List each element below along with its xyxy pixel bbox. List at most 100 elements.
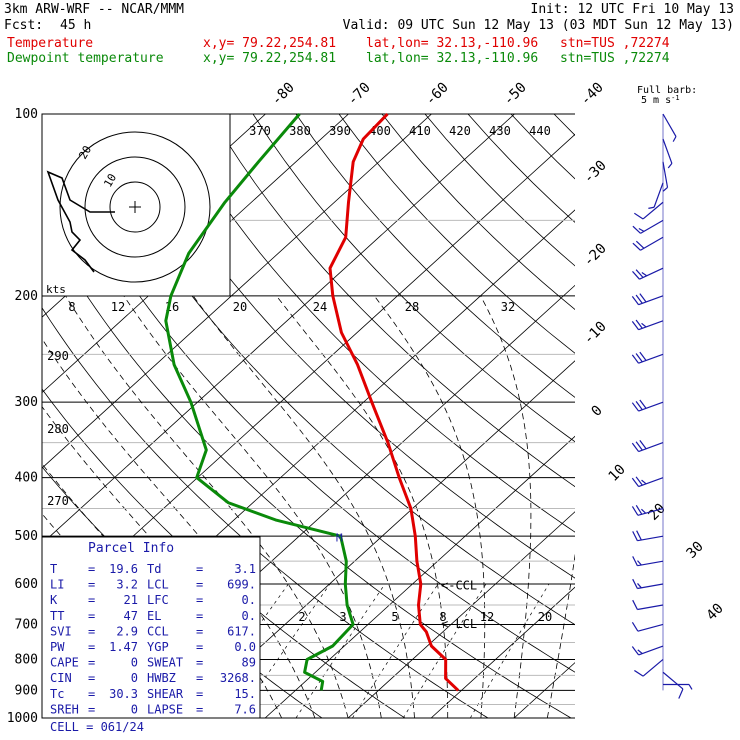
parcel-eq: = [88,656,95,670]
parcel-key: Td [147,562,161,576]
markers: <-CCL <-LCL M [336,531,477,631]
temperature-trace [328,112,460,692]
dry-adiabat-line [467,114,575,223]
parcel-key: SHEAR [147,687,184,701]
wind-barb-shaft [638,645,664,656]
theta-label: 430 [489,124,511,138]
parcel-eq: = [88,687,95,701]
pressure-label-200: 200 [15,289,38,304]
isotherm-label: -30 [581,158,610,187]
parcel-key: SWEAT [147,656,183,670]
parcel-value: 0. [242,609,256,623]
parcel-value: 89 [242,656,256,670]
mixing-ratio-line [295,583,386,718]
wind-barb-shaft [638,353,664,364]
parcel-key: CIN [50,671,72,685]
parcel-key: YGP [147,640,169,654]
parcel-value: 0 [131,671,138,685]
parcel-key: HWBZ [147,671,176,685]
wind-barb-flag [632,578,638,589]
isotherm-label: 40 [704,601,727,624]
parcel-key: LFC [147,593,169,607]
isotherm-label: 10 [606,462,629,485]
isotherm-line [181,360,575,718]
temperature-xy: x,y= 79.22,254.81 [203,36,337,51]
wind-barb-flag [631,354,640,364]
dewpoint-station: stn=TUS ,72274 [560,51,670,66]
wind-barb-flag [639,399,647,409]
theta-label: 420 [449,124,471,138]
isotherm-line [347,511,575,718]
temperature-legend: Temperature [7,36,94,51]
wind-barb-flag [635,353,643,363]
wind-barb-flag [637,583,642,589]
theta-label: 380 [289,124,311,138]
wind-barb-shaft [638,442,664,453]
pressure-label-1000: 1000 [7,711,38,726]
isotherm-line [430,586,575,718]
parcel-key: SREH [50,702,79,716]
parcel-value: 47 [124,609,138,623]
wind-barb-shaft [653,182,664,208]
wind-barb-flag [635,400,643,411]
dewpoint-latlon: lat,lon= 32.13,-110.96 [366,51,539,66]
parcel-eq: = [196,593,203,607]
theta-label: 370 [249,124,271,138]
mixing-ratio-label: 24 [313,300,327,314]
hodograph-inset [41,113,231,297]
wind-barb-flag [631,621,639,632]
dry-adiabat-line [597,114,740,718]
wind-barb-shaft [637,583,664,590]
theta-side-label: 280 [47,422,69,436]
parcel-key: CCL [147,624,169,638]
wind-barb-flag [631,646,640,656]
parcel-key: LI [50,578,64,592]
hodograph-ring [59,131,211,283]
dewpoint-xy: x,y= 79.22,254.81 [203,51,337,66]
wind-barb-flag [635,476,643,486]
wind-barb-flag [635,505,643,515]
parcel-eq: = [88,624,95,638]
wind-barb-shaft [642,201,664,220]
wind-barb-flag [672,136,677,142]
mixing-ratio-label: 12 [480,610,494,624]
wind-barb-shaft [637,535,664,542]
wind-barb-flag [632,242,641,251]
parcel-eq: = [196,624,203,638]
wind-barb-flag [635,441,643,451]
hodograph-ring [109,181,161,233]
dry-adiabat-line [295,114,575,398]
moist-adiabat-line [192,295,415,718]
parcel-eq: = [196,562,203,576]
parcel-eq: = [88,562,95,576]
parcel-key: LCL [147,578,169,592]
temperature-station: stn=TUS ,72274 [560,36,670,51]
dry-adiabat-line [381,114,575,311]
isotherm-line [513,662,575,718]
wind-barb-shaft [662,161,669,188]
wind-barb-flag [634,212,644,220]
barb-legend-line2: 5 m s-1 [641,94,680,106]
m-marker: M [336,531,343,544]
mixing-ratio-label: 8 [68,300,75,314]
model-title: 3km ARW-WRF -- NCAR/MMM [4,2,185,17]
pressure-label-400: 400 [15,471,38,486]
isotherm-label: -50 [501,80,530,109]
parcel-value: 1.47 [109,640,138,654]
wind-barb-shaft [642,659,664,677]
parcel-eq: = [88,609,95,623]
pressure-labels: 100 200 300 400 500 600 700 800 900 1000 [7,107,38,726]
forecast-hour: 45 h [60,18,92,33]
wind-barb-flag [667,163,673,169]
wind-barb-flag [632,599,638,610]
parcel-value: 2.9 [116,624,138,638]
pressure-label-500: 500 [15,529,38,544]
hodograph-ring-label: 20 [76,144,94,162]
wind-barb-flag [635,294,643,304]
pressure-lines [41,113,575,719]
isotherm-label: -70 [345,80,374,109]
parcel-key: T [50,562,57,576]
wind-barb-shaft [662,671,684,690]
